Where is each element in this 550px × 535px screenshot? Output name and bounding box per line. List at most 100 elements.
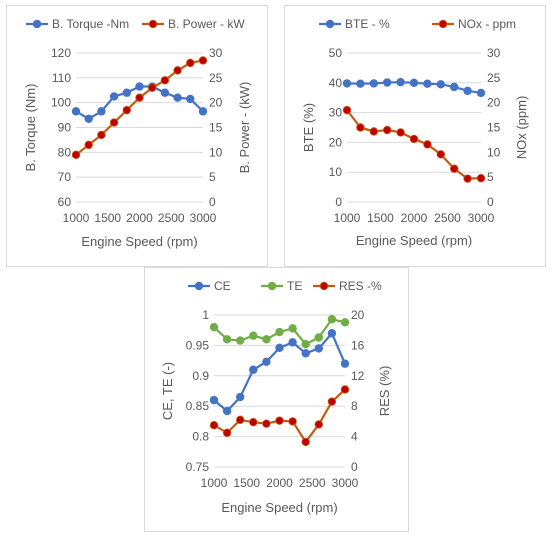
data-point [301, 339, 310, 349]
data-point [209, 395, 219, 405]
data-point [369, 79, 378, 88]
data-point [369, 127, 378, 136]
data-point [463, 86, 472, 96]
data-point [262, 357, 271, 367]
y-tick-label: 100 [51, 96, 71, 110]
y2-tick-label: 20 [487, 96, 501, 110]
legend-swatch-marker [267, 281, 277, 291]
data-point [222, 428, 232, 437]
data-point [449, 82, 459, 92]
y2-tick-label: 0 [487, 195, 494, 209]
data-point [340, 385, 350, 394]
data-point [262, 335, 271, 344]
y2-tick-label: 15 [487, 121, 501, 135]
data-point [198, 56, 208, 65]
y-tick-label: 110 [52, 71, 71, 85]
y-axis-label: B. Torque (Nm) [23, 84, 38, 172]
data-point [122, 105, 131, 115]
y2-tick-label: 5 [209, 170, 216, 184]
y-axis-label: CE, TE (-) [160, 362, 175, 420]
y-tick-label: 0.95 [186, 338, 210, 352]
data-point [160, 88, 170, 97]
data-point [340, 318, 350, 327]
legend-swatch-marker [194, 281, 204, 291]
x-axis-label: Engine Speed (rpm) [221, 500, 337, 515]
x-tick-label: 3000 [190, 211, 217, 225]
y-tick-label: 1 [202, 308, 209, 322]
series-line [213, 388, 346, 444]
data-point [222, 406, 232, 416]
y-tick-label: 30 [329, 106, 343, 120]
y-tick-label: 0.75 [186, 460, 210, 474]
data-point [301, 437, 310, 447]
y2-tick-label: 0 [351, 460, 358, 474]
data-point [97, 130, 106, 140]
data-point [84, 140, 93, 150]
x-tick-label: 2500 [434, 211, 461, 225]
y-axis-label: BTE (%) [301, 103, 316, 152]
x-tick-label: 1000 [63, 211, 90, 225]
y2-tick-label: 10 [487, 145, 501, 159]
data-point [209, 322, 219, 332]
legend-label: TE [287, 279, 302, 293]
chart-bte-nox-svg: 0 10 20 30 40 50 0 5 10 15 20 25 30 1000 1500 2000 2500 3… [301, 17, 529, 248]
x-tick-label: 1500 [367, 211, 394, 225]
data-point [262, 419, 271, 428]
x-tick-label: 3000 [468, 211, 495, 225]
data-point [249, 331, 258, 340]
legend-label: B. Power - kW [168, 17, 245, 31]
data-point [122, 88, 131, 97]
x-tick-label: 1000 [201, 476, 228, 490]
data-point [409, 78, 419, 87]
data-point [186, 94, 195, 104]
data-point [314, 344, 323, 353]
data-point [342, 79, 352, 88]
legend-swatch-marker [438, 19, 448, 29]
x-tick-label: 1500 [94, 211, 121, 225]
y-tick-label: 40 [329, 76, 343, 90]
y2-tick-label: 16 [351, 338, 365, 352]
data-point [356, 123, 365, 132]
y-tick-label: 0.8 [192, 430, 209, 444]
data-point [463, 174, 472, 183]
data-point [135, 82, 144, 91]
x-tick-label: 2500 [158, 211, 185, 225]
series-line [75, 59, 204, 156]
y-tick-label: 60 [58, 195, 72, 209]
y2-tick-label: 30 [209, 46, 223, 60]
data-point [423, 79, 432, 88]
y-tick-label: 50 [329, 46, 343, 60]
data-point [342, 105, 352, 115]
data-point [249, 365, 258, 374]
chart-ce-te-res: 0.75 0.8 0.85 0.9 0.95 1 0 4 8 12 16 20 1000 1500 2000… [144, 267, 409, 532]
data-point [84, 114, 93, 124]
y2-tick-label: 20 [351, 308, 365, 322]
x-tick-label: 2500 [299, 476, 326, 490]
y-tick-label: 120 [51, 46, 71, 60]
data-point [409, 134, 419, 144]
data-point [71, 150, 81, 160]
data-point [327, 329, 337, 338]
data-point [301, 349, 310, 358]
chart-torque-power-svg: 60 70 80 90 100 110 120 0 5 10 15 20 25 30 1000 1500 200… [23, 17, 252, 249]
x-tick-label: 1500 [233, 476, 260, 490]
data-point [423, 140, 432, 149]
data-point [209, 420, 219, 430]
data-point [288, 324, 297, 333]
y-tick-label: 80 [58, 145, 72, 159]
y2-tick-label: 25 [487, 71, 501, 85]
y2-tick-label: 4 [351, 430, 358, 444]
legend-swatch-marker [319, 281, 329, 291]
data-point [275, 327, 284, 337]
data-point [275, 343, 284, 353]
data-point [275, 416, 284, 425]
series-line [346, 109, 482, 180]
legend-swatch-marker [325, 19, 335, 29]
x-axis-label: Engine Speed (rpm) [81, 234, 197, 249]
data-point [186, 58, 195, 68]
data-point [235, 392, 245, 402]
data-point [396, 78, 405, 87]
legend-swatch-marker [148, 19, 158, 29]
data-point [173, 66, 182, 75]
data-point [109, 92, 119, 101]
